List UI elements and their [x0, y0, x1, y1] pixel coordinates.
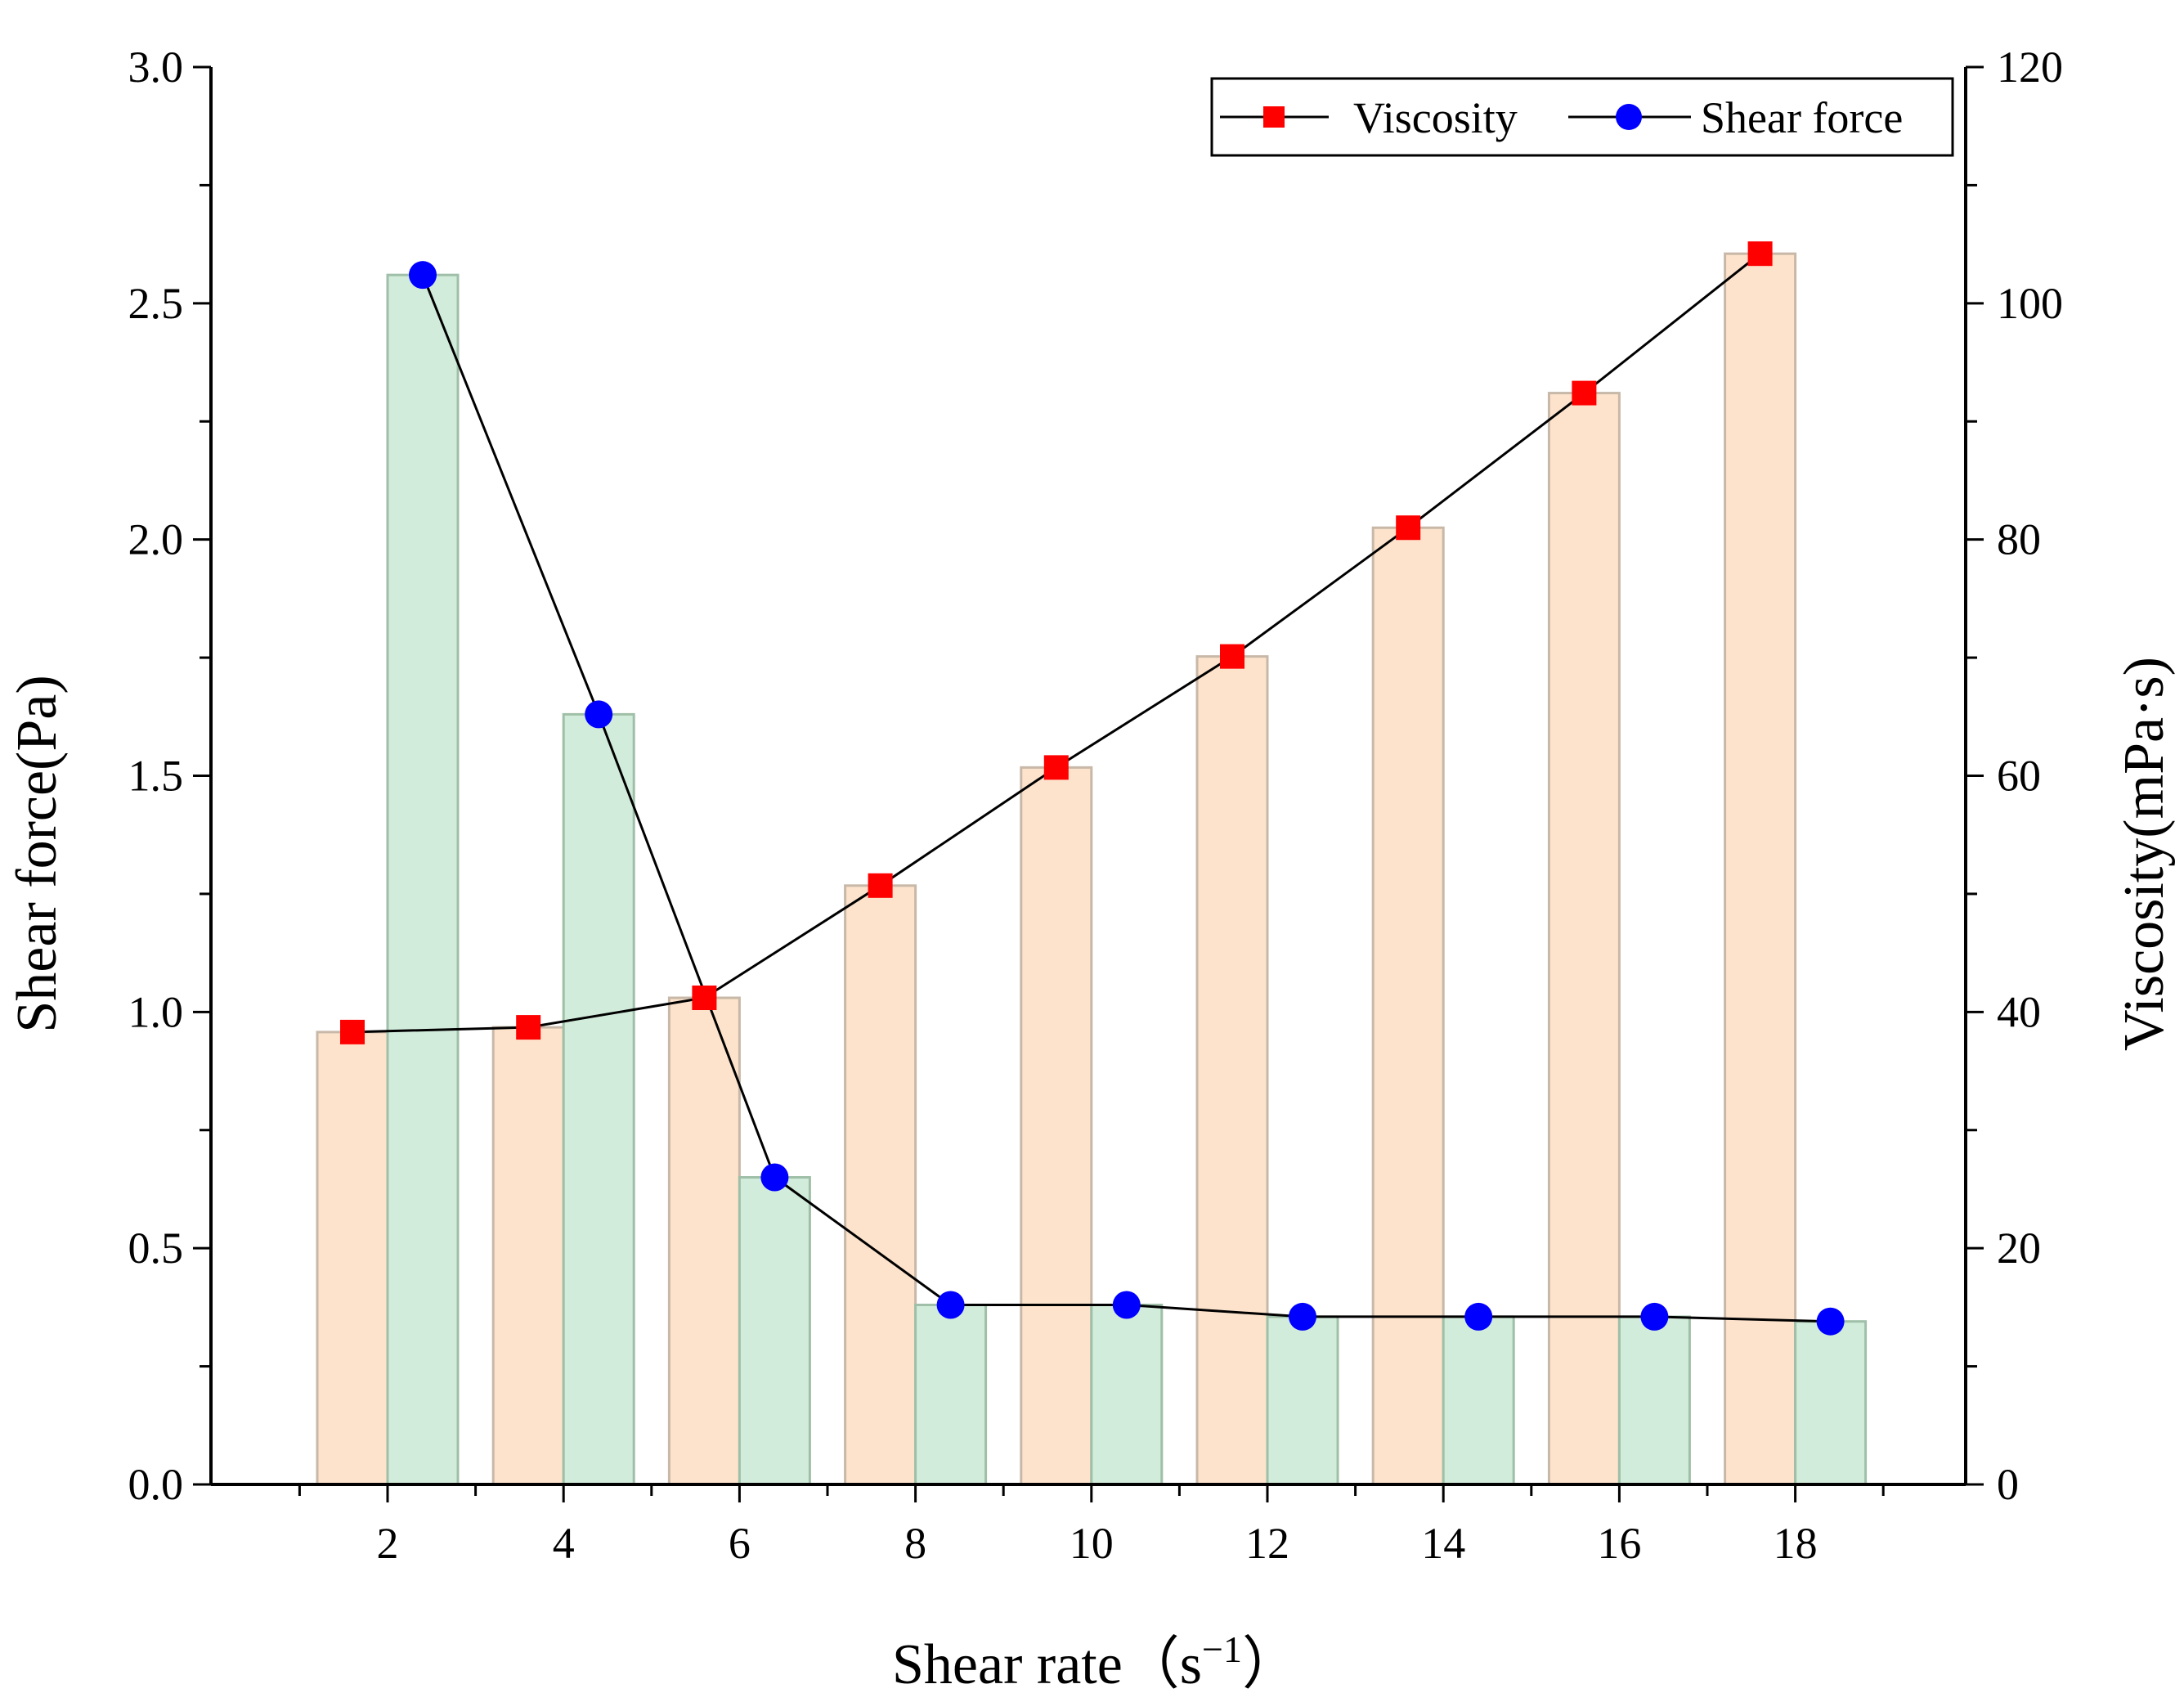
x-tick-label: 12	[1245, 1519, 1289, 1568]
legend-shear-marker	[1616, 104, 1642, 130]
y-axis-left-title: Shear force(Pa)	[6, 675, 69, 1032]
y-left-tick-label: 1.5	[128, 752, 184, 801]
y-left-tick-label: 2.5	[128, 279, 184, 328]
shear-force-point	[1640, 1302, 1669, 1331]
x-tick-label: 16	[1597, 1519, 1641, 1568]
x-axis-title: Shear rate（s−1）	[892, 1628, 1299, 1696]
y-left-tick-label: 0.0	[128, 1460, 184, 1509]
shear-force-bar	[562, 712, 635, 1486]
viscosity-point	[516, 1015, 541, 1040]
shear-force-bar	[1090, 1303, 1164, 1486]
y-right-tick-label: 120	[1997, 43, 2063, 92]
y-right-tick-label: 0	[1997, 1460, 2019, 1509]
shear-force-bar	[1617, 1315, 1691, 1486]
x-tick-label: 2	[377, 1519, 399, 1568]
viscosity-point	[1396, 515, 1421, 541]
shear-force-point	[760, 1163, 789, 1192]
shear-force-bar	[386, 273, 460, 1486]
x-axis-title-superscript: −1	[1202, 1628, 1242, 1670]
viscosity-point	[1747, 241, 1773, 267]
legend-viscosity-label: Viscosity	[1353, 93, 1518, 142]
shear-force-point	[585, 700, 613, 729]
legend: Viscosity Shear force	[1210, 77, 1954, 157]
viscosity-bar	[316, 1031, 389, 1486]
viscosity-point	[1572, 380, 1597, 406]
viscosity-bar	[844, 884, 917, 1486]
ticks: 2 4 6 8 10 12 14 16 18 0.0 0.5 1.0 1.5 2.0 2.5 3.0 0 20 40…	[128, 43, 2064, 1568]
x-tick-label: 14	[1421, 1519, 1465, 1568]
viscosity-bar	[667, 996, 741, 1486]
viscosity-point	[692, 986, 717, 1011]
shear-force-point	[1289, 1302, 1316, 1331]
y-left-tick-label: 0.5	[128, 1224, 184, 1273]
legend-shear-label: Shear force	[1701, 93, 1903, 142]
x-tick-label: 4	[553, 1519, 575, 1568]
x-axis-title-close: ）	[1242, 1633, 1299, 1696]
shear-force-bar	[738, 1176, 811, 1486]
y-right-tick-label: 100	[1997, 279, 2063, 328]
y-right-tick-label: 80	[1997, 515, 2041, 564]
x-tick-label: 18	[1774, 1519, 1818, 1568]
y-left-tick-label: 3.0	[128, 43, 184, 92]
y-left-tick-label: 2.0	[128, 515, 184, 564]
y-axis-right-title: Viscosity(mPa·s)	[2113, 657, 2176, 1051]
legend-viscosity-marker	[1263, 106, 1285, 128]
viscosity-bars	[316, 252, 1797, 1486]
viscosity-point	[868, 873, 893, 898]
y-right-tick-label: 20	[1997, 1224, 2041, 1273]
shear-force-point	[1464, 1302, 1493, 1331]
viscosity-bar	[1020, 766, 1093, 1486]
x-axis-title-main: Shear rate（s	[892, 1633, 1202, 1696]
shear-force-point	[936, 1291, 965, 1319]
viscosity-point	[1220, 644, 1244, 669]
viscosity-bar	[1195, 655, 1269, 1486]
series-markers	[340, 241, 1845, 1336]
shear-force-bar	[914, 1303, 988, 1486]
viscosity-bar	[1547, 392, 1621, 1486]
y-left-tick-label: 1.0	[128, 987, 184, 1036]
shear-force-bar	[1266, 1315, 1339, 1486]
shear-force-bar	[1794, 1320, 1868, 1486]
viscosity-point	[1043, 755, 1069, 780]
y-right-tick-label: 60	[1997, 752, 2041, 801]
x-tick-label: 10	[1070, 1519, 1114, 1568]
viscosity-point	[340, 1019, 365, 1044]
viscosity-bar	[491, 1026, 565, 1486]
y-right-tick-label: 40	[1997, 987, 2041, 1036]
shear-force-point	[409, 261, 437, 290]
shear-force-point	[1112, 1291, 1141, 1319]
viscosity-bar	[1724, 252, 1797, 1486]
x-tick-label: 6	[729, 1519, 751, 1568]
x-tick-label: 8	[904, 1519, 926, 1568]
shear-force-point	[1816, 1307, 1845, 1336]
shear-force-bar	[1442, 1315, 1515, 1486]
viscosity-bar	[1371, 526, 1445, 1486]
